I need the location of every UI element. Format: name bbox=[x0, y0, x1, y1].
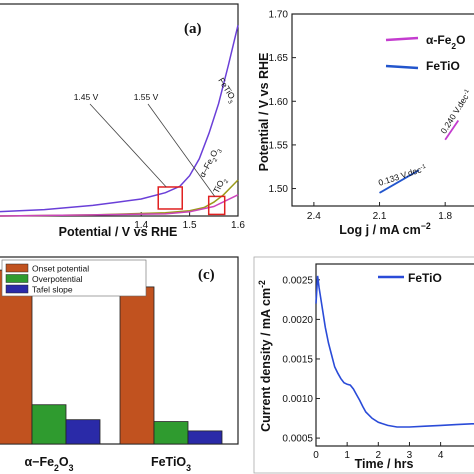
panel-c-category-label-part: 3 bbox=[69, 463, 74, 473]
panel-c-legend-label: Onset potential bbox=[32, 264, 89, 274]
panel-d-frame bbox=[315, 263, 474, 447]
panel-b-legend-label: α-Fe2O bbox=[426, 33, 465, 51]
panel-a-annotation-label: 1.55 V bbox=[134, 92, 159, 102]
panel-b-slope-label-part: 0.240 V.dec bbox=[438, 92, 471, 136]
panel-b-y-tick-label: 1.50 bbox=[269, 184, 289, 195]
panel-d-outer-border bbox=[253, 256, 474, 474]
panel-b-x-axis-label: Log j / mA cm−2 bbox=[339, 221, 431, 237]
panel-a-x-tick-label: 1.6 bbox=[231, 220, 245, 231]
panel-a-series-line bbox=[0, 194, 239, 217]
panel-c-category-label-part: O bbox=[59, 455, 69, 469]
panel-c-category-label-part: α−Fe bbox=[24, 455, 54, 469]
panel-a-lsv-chart: 1.4 1.5 1.6 Potential / V vs RHE FeTiO3 α–Fe2… bbox=[0, 3, 245, 239]
panel-c-category-label: α−Fe2O3 bbox=[24, 455, 73, 473]
panel-d-y-tick-label: 0.0005 bbox=[282, 434, 313, 445]
panel-d-y-axis-label-part: -2 bbox=[257, 280, 267, 288]
panel-b-legend-label: FeTiO bbox=[426, 59, 460, 73]
panel-b-legend-label-part: FeTiO bbox=[426, 59, 460, 73]
panel-b-slope-label: 0.133 V.dec-1 bbox=[377, 163, 428, 188]
panel-c-bar bbox=[65, 419, 101, 445]
panel-d-y-tick-label: 0.0010 bbox=[282, 394, 313, 405]
panel-b-tafel-chart: 1.50 1.55 1.60 1.65 1.70 2.4 2.1 1.8 Log j / mA … bbox=[257, 10, 474, 237]
panel-c-legend-label: Tafel slope bbox=[32, 285, 73, 295]
panel-a-label-tio2: TiO2 bbox=[211, 175, 230, 196]
panel-a-annotation-arrow bbox=[89, 103, 167, 188]
panel-b-slope-label: 0.240 V.dec-1 bbox=[438, 87, 473, 135]
panel-b-y-tick-label: 1.70 bbox=[269, 10, 289, 21]
panel-a-label-fe2o3-part: O bbox=[208, 148, 220, 159]
panel-b-x-axis-label-part: Log j / mA cm bbox=[339, 223, 421, 237]
panel-c-bar bbox=[31, 404, 67, 445]
panel-b-slope-label-part: -1 bbox=[420, 164, 428, 172]
panel-c-legend-swatch bbox=[5, 284, 29, 294]
panel-d-y-tick-label: 0.0015 bbox=[282, 354, 313, 365]
panel-b-legend-label-part: 2 bbox=[451, 41, 456, 51]
panel-b-y-tick-label: 1.60 bbox=[269, 97, 289, 108]
panel-d-stability-chart: 0.0005 0.0010 0.0015 0.0020 0.0025 0 1 2 3 4 Time … bbox=[253, 256, 474, 474]
panel-b-x-tick-label: 2.4 bbox=[307, 211, 321, 222]
panel-a-label-fetio3-part: 3 bbox=[226, 99, 233, 106]
panel-c-category-label: FeTiO3 bbox=[151, 455, 191, 473]
panel-d-series-line bbox=[315, 275, 474, 428]
panel-a-x-axis-label: Potential / V vs RHE bbox=[59, 225, 178, 239]
panel-c-label: (c) bbox=[198, 267, 215, 283]
panel-b-x-tick-label: 2.1 bbox=[373, 211, 387, 222]
panel-a-x-tick-label: 1.4 bbox=[134, 220, 148, 231]
panel-b-fit-line bbox=[444, 119, 460, 141]
panel-a-highlight-box bbox=[157, 186, 183, 210]
panel-b-legend-label-part: O bbox=[456, 33, 465, 47]
panel-b-slope-label-part: -1 bbox=[463, 88, 471, 96]
panel-a-x-tick-label: 1.5 bbox=[183, 220, 197, 231]
panel-d-x-tick-label: 1 bbox=[344, 450, 350, 461]
panel-d-legend-label-part: FeTiO bbox=[408, 271, 442, 285]
panel-d-x-tick-label: 4 bbox=[438, 450, 444, 461]
panel-a-label-fetio3: FeTiO3 bbox=[214, 76, 239, 106]
panel-a-frame bbox=[0, 3, 239, 217]
panel-b-slope-label-part: 0.133 V.dec bbox=[377, 164, 423, 188]
panel-d-y-tick-label: 0.0025 bbox=[282, 275, 313, 286]
panel-a-annotation-label: 1.45 V bbox=[74, 92, 99, 102]
panel-d-legend-label: FeTiO bbox=[408, 271, 442, 285]
panel-b-y-tick-label: 1.55 bbox=[269, 140, 289, 151]
panel-b-legend-swatch bbox=[385, 64, 419, 70]
panel-a-label-tio2-part: 2 bbox=[223, 179, 230, 185]
panel-d-x-tick-label: 0 bbox=[313, 450, 319, 461]
panel-a-highlight-box bbox=[207, 195, 226, 216]
panel-b-fit-line bbox=[379, 169, 420, 194]
panel-b-frame bbox=[291, 13, 474, 207]
panel-c-bar bbox=[119, 286, 155, 445]
panel-d-x-axis-label: Time / hrs bbox=[355, 457, 414, 471]
panel-d-y-axis-label-part: Current density / mA cm bbox=[259, 288, 273, 432]
panel-d-x-tick-label: 3 bbox=[407, 450, 413, 461]
panel-a-label-fe2o3-part: 2 bbox=[212, 157, 219, 163]
panel-c-category-label-part: 2 bbox=[54, 463, 59, 473]
panel-a-label-fe2o3-part: 3 bbox=[217, 148, 224, 154]
panel-d-y-axis-label: Current density / mA cm-2 bbox=[257, 280, 273, 432]
panel-d-y-tick-label: 0.0020 bbox=[282, 315, 313, 326]
panel-c-category-label-part: 3 bbox=[186, 463, 191, 473]
panel-c-legend-swatch bbox=[5, 274, 29, 283]
panel-c-bar bbox=[153, 421, 189, 445]
panel-b-x-tick-label: 1.8 bbox=[438, 211, 452, 222]
panel-b-x-axis-label-part: −2 bbox=[421, 221, 431, 231]
panel-d-x-tick-label: 2 bbox=[376, 450, 382, 461]
panel-b-legend-swatch bbox=[385, 36, 419, 42]
panel-a-annotation-arrow bbox=[147, 103, 216, 197]
panel-c-legend-swatch bbox=[5, 263, 29, 273]
panel-a-series-line bbox=[0, 25, 239, 213]
panel-c-bar bbox=[187, 430, 223, 445]
panel-c-legend-label: Overpotential bbox=[32, 274, 83, 284]
panel-c-frame bbox=[0, 256, 239, 445]
panel-b-y-tick-label: 1.65 bbox=[269, 53, 289, 64]
panel-a-label-fe2o3: α–Fe2O3 bbox=[197, 145, 224, 181]
panel-a-label: (a) bbox=[184, 21, 202, 37]
panel-c-category-label-part: FeTiO bbox=[151, 455, 186, 469]
panel-b-y-axis-label: Potential / V vs RHE bbox=[257, 53, 271, 172]
panel-b-legend-label-part: α-Fe bbox=[426, 33, 452, 47]
